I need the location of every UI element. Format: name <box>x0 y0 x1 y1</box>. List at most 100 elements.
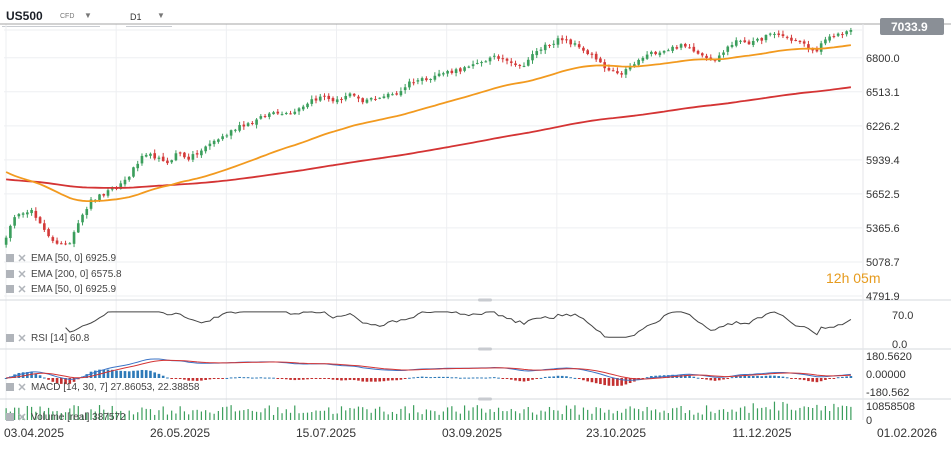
candle-body <box>760 38 764 41</box>
volume-bar <box>417 412 419 420</box>
candle <box>174 150 178 162</box>
candle-body <box>590 53 594 55</box>
volume-bar <box>209 412 211 420</box>
candle <box>611 67 615 72</box>
volume-bar <box>752 403 754 420</box>
candle-body <box>442 73 445 75</box>
macd-histogram-bar <box>739 375 742 378</box>
rsi-tick-label: 0.0 <box>892 339 907 351</box>
legend-label: MACD [14, 30, 7] 27.86053, 22.38858 <box>31 382 200 393</box>
candle-body <box>692 46 696 52</box>
candle-body <box>395 93 398 95</box>
macd-histogram-bar <box>747 375 751 378</box>
macd-histogram-bar <box>178 378 182 379</box>
macd-histogram-bar <box>136 370 140 378</box>
candle <box>526 57 530 67</box>
candle-body <box>255 119 258 125</box>
candle <box>734 37 738 48</box>
candle <box>267 112 271 120</box>
candle-body <box>739 40 742 42</box>
price-tick-label: 5939.4 <box>866 155 900 167</box>
macd-histogram-bar <box>318 378 322 379</box>
candle-body <box>225 135 229 137</box>
volume-bar <box>434 411 436 420</box>
macd-histogram-bar <box>166 377 169 379</box>
candle <box>785 35 789 40</box>
volume-bar <box>493 411 495 420</box>
close-icon <box>18 334 26 342</box>
macd-histogram-bar <box>509 378 513 380</box>
macd-histogram-bar <box>374 378 377 382</box>
volume-bar <box>701 414 703 420</box>
volume-bar <box>782 402 784 420</box>
close-icon <box>18 285 26 293</box>
timeframe-selector[interactable]: D1 ▼ <box>126 4 172 27</box>
candle <box>450 68 454 75</box>
candle-body <box>234 129 237 131</box>
candle-body <box>480 62 483 64</box>
price-tick-label: 6800.0 <box>866 53 900 65</box>
candle-body <box>348 93 352 97</box>
volume-bar <box>43 411 45 420</box>
macd-histogram-bar <box>38 375 42 378</box>
volume-bar <box>362 407 364 420</box>
chevron-down-icon: ▼ <box>157 11 165 20</box>
candle-body <box>64 243 67 245</box>
candle-body <box>89 199 93 209</box>
candle-body <box>624 69 628 75</box>
volume-bar <box>807 407 810 420</box>
volume-bar <box>60 413 62 420</box>
candle-body <box>43 223 46 230</box>
candle-body <box>828 36 831 41</box>
macd-histogram-bar <box>798 378 802 380</box>
candle-body <box>768 33 772 35</box>
candle-body <box>284 112 288 114</box>
macd-histogram-bar <box>323 378 326 379</box>
legend-rsi: RSI [14] 60.8 <box>6 333 90 344</box>
candle-body <box>675 47 679 49</box>
candle-body <box>365 99 369 103</box>
candle <box>17 213 21 219</box>
volume-bar <box>217 411 219 420</box>
volume-bar <box>366 409 368 420</box>
volume-bar <box>519 413 521 420</box>
volume-bar <box>608 409 610 420</box>
candle-body <box>416 80 420 82</box>
macd-histogram-bar <box>174 378 178 379</box>
candle <box>259 114 263 120</box>
candle <box>539 47 543 55</box>
candle <box>386 92 390 100</box>
macd-histogram-bar <box>599 378 602 385</box>
candle-body <box>127 176 131 180</box>
macd-histogram-bar <box>768 375 772 378</box>
candle-body <box>734 40 738 46</box>
candle <box>357 94 360 103</box>
candle-body <box>166 160 169 164</box>
volume-bar <box>205 410 207 420</box>
volume-bar <box>175 413 177 420</box>
candle <box>497 54 500 62</box>
volume-bar <box>69 408 71 420</box>
candle-body <box>183 152 186 158</box>
candle <box>374 95 377 101</box>
candle-body <box>267 113 271 117</box>
macd-histogram-bar <box>331 378 335 380</box>
candle <box>21 211 25 218</box>
candle-body <box>327 95 331 100</box>
volume-bar <box>582 407 585 420</box>
pane-resize-handle <box>478 397 492 401</box>
candle-body <box>238 125 241 131</box>
macd-histogram-bar <box>569 377 573 379</box>
candle-body <box>310 99 314 104</box>
volume-bar <box>837 407 839 420</box>
candle <box>556 35 560 48</box>
volume-bar <box>731 409 733 420</box>
macd-histogram-bar <box>234 377 237 379</box>
volume-bar <box>192 410 194 420</box>
macd-histogram-bar <box>760 376 764 378</box>
candle-body <box>773 33 776 35</box>
symbol-selector[interactable]: US500 CFD ▼ <box>2 4 100 27</box>
volume-bar <box>285 409 287 420</box>
macd-histogram-bar <box>480 377 483 379</box>
